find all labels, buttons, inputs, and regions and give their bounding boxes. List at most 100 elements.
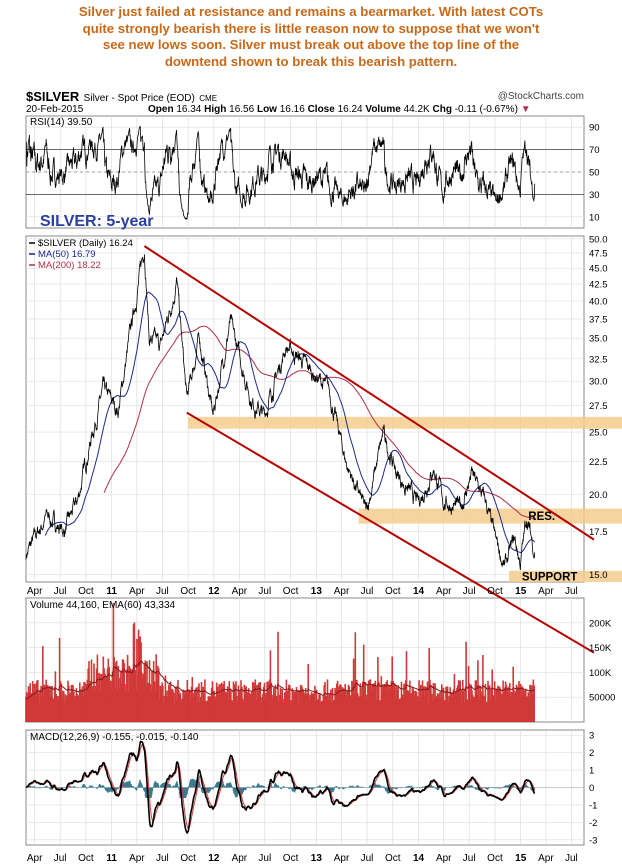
macd-tick-label: -1 xyxy=(589,800,597,811)
ma200-line xyxy=(103,325,535,521)
x-tick-label: Apr xyxy=(334,853,350,864)
price-tick-label: 27.5 xyxy=(589,401,608,412)
x-tick-label: Jul xyxy=(361,853,374,864)
rsi-line xyxy=(25,125,536,220)
x-tick-label: 13 xyxy=(311,586,323,597)
rsi-tick-label: 70 xyxy=(589,145,600,156)
x-tick-label: Oct xyxy=(78,586,94,597)
ema60-line xyxy=(25,659,535,700)
price-tick-label: 47.5 xyxy=(589,249,608,260)
macd-tick-label: -2 xyxy=(589,818,597,829)
x-tick-label: Apr xyxy=(436,853,452,864)
x-tick-label: Oct xyxy=(283,853,299,864)
x-tick-label: Jul xyxy=(565,586,578,597)
price-tick-label: 17.5 xyxy=(589,527,608,538)
chart-header-title: $SILVER Silver - Spot Price (EOD) CME xyxy=(26,88,217,106)
x-tick-label: Oct xyxy=(78,853,94,864)
volume-bars xyxy=(25,603,535,722)
price-tick-label: 32.5 xyxy=(589,354,608,365)
price-tick-label: 37.5 xyxy=(589,314,608,325)
zone-band xyxy=(358,508,622,524)
x-tick-label: 15 xyxy=(515,853,527,864)
x-tick-label: 14 xyxy=(413,853,425,864)
vol-tick-label: 200K xyxy=(589,618,612,629)
x-tick-label: 13 xyxy=(311,853,323,864)
symbol: $SILVER xyxy=(26,89,80,104)
x-tick-label: Apr xyxy=(27,853,43,864)
headline-line: quite strongly bearish there is little r… xyxy=(82,20,540,36)
x-tick-label: Jul xyxy=(463,586,476,597)
x-tick-label: 11 xyxy=(106,853,117,864)
x-tick-label: Oct xyxy=(180,853,196,864)
x-tick-label: Oct xyxy=(283,586,299,597)
x-tick-label: Apr xyxy=(538,586,554,597)
price-tick-label: 40.0 xyxy=(589,296,608,307)
x-tick-label: 12 xyxy=(208,853,220,864)
chart-date: 20-Feb-2015 xyxy=(26,104,84,115)
macd-line xyxy=(25,740,536,834)
x-tick-label: 15 xyxy=(515,586,527,597)
macd-tick-label: 0 xyxy=(589,783,594,794)
x-tick-label: Oct xyxy=(385,853,401,864)
x-tick-label: Jul xyxy=(463,853,476,864)
price-tick-label: 42.5 xyxy=(589,280,608,291)
macd-tick-label: 1 xyxy=(589,766,594,777)
rsi-tick-label: 50 xyxy=(589,168,600,179)
chart-annotation-title: SILVER: 5-year xyxy=(40,213,154,230)
panel-frame-price xyxy=(25,235,585,583)
rsi-legend: RSI(14) 39.50 xyxy=(30,117,93,128)
price-tick-label: 30.0 xyxy=(589,377,608,388)
x-tick-label: Apr xyxy=(232,853,248,864)
x-tick-label: Apr xyxy=(232,586,248,597)
price-tick-label: 35.0 xyxy=(589,334,608,345)
price-legend-item: $SILVER (Daily) 16.24 xyxy=(38,238,133,249)
description: Silver - Spot Price (EOD) xyxy=(83,93,195,104)
x-tick-label: Apr xyxy=(334,586,350,597)
zone-label: SUPPORT xyxy=(522,571,578,583)
volume-legend: Volume 44,160, EMA(60) 43,334 xyxy=(30,600,176,611)
price-tick-label: 22.5 xyxy=(589,457,608,468)
x-tick-label: Jul xyxy=(258,586,271,597)
exchange: CME xyxy=(199,94,218,103)
price-tick-label: 50.0 xyxy=(589,234,608,245)
x-tick-label: Jul xyxy=(54,853,67,864)
zone-band xyxy=(508,570,622,582)
watermark: @StockCharts.com xyxy=(497,91,584,102)
x-tick-label: Jul xyxy=(361,586,374,597)
x-tick-label: Jul xyxy=(156,853,169,864)
down-triangle-icon: ▼ xyxy=(520,104,531,115)
x-tick-label: Oct xyxy=(385,586,401,597)
ma50-line xyxy=(44,291,535,554)
rsi-tick-label: 90 xyxy=(589,123,600,134)
x-tick-label: 12 xyxy=(208,586,220,597)
rsi-tick-label: 10 xyxy=(589,212,600,223)
x-tick-label: Oct xyxy=(180,586,196,597)
price-tick-label: 25.0 xyxy=(589,428,608,439)
price-tick-label: 45.0 xyxy=(589,264,608,275)
macd-legend: MACD(12,26,9) -0.155, -0.015, -0.140 xyxy=(30,732,199,743)
x-tick-label: Jul xyxy=(54,586,67,597)
x-tick-label: Apr xyxy=(129,586,145,597)
price-legend-item: MA(50) 16.79 xyxy=(38,249,96,260)
x-tick-label: Jul xyxy=(156,586,169,597)
x-tick-label: Apr xyxy=(436,586,452,597)
macd-histogram xyxy=(26,777,535,798)
x-tick-label: Apr xyxy=(129,853,145,864)
headline: Silver just failed at resistance and rem… xyxy=(0,4,622,70)
zone-label: RES. xyxy=(528,511,555,523)
zone-band xyxy=(188,416,622,429)
x-tick-label: Jul xyxy=(565,853,578,864)
channel-line-upper xyxy=(143,245,595,541)
macd-tick-label: 2 xyxy=(589,748,594,759)
x-tick-label: Jul xyxy=(258,853,271,864)
x-tick-label: Apr xyxy=(27,586,43,597)
x-tick-label: Oct xyxy=(487,586,503,597)
headline-line: downtend shown to break this bearish pat… xyxy=(164,53,458,69)
x-tick-label: 11 xyxy=(106,586,117,597)
price-line xyxy=(25,254,536,570)
channel-line-lower xyxy=(186,411,595,654)
headline-line: Silver just failed at resistance and rem… xyxy=(78,4,544,19)
x-tick-label: Apr xyxy=(538,853,554,864)
price-legend-item: MA(200) 18.22 xyxy=(38,260,101,271)
